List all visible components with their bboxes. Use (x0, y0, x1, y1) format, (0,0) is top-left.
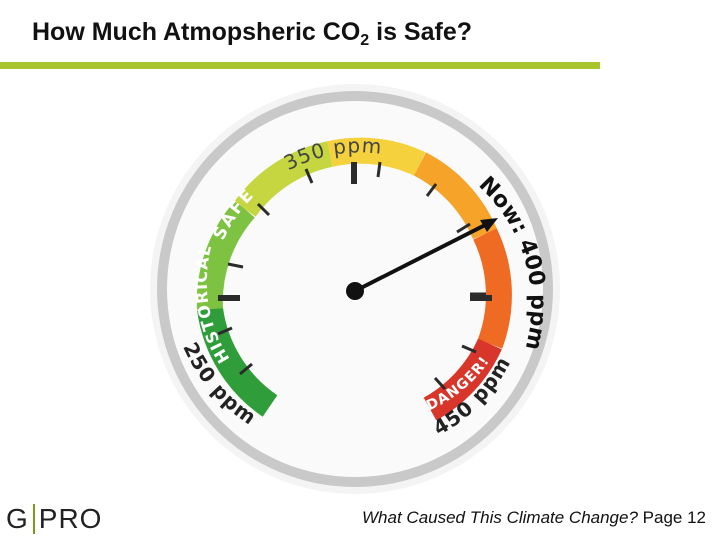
arc-darkorange (473, 228, 512, 349)
arc-red (423, 338, 502, 421)
dial-ticks (217, 161, 486, 391)
title-main: How Much Atmopsheric CO (32, 18, 361, 46)
title-subscript: 2 (360, 32, 370, 49)
arc-lightgreen (196, 200, 255, 310)
logo-divider (32, 504, 35, 534)
gpro-logo: G PRO (6, 503, 102, 535)
arc-green (197, 306, 278, 417)
footer-caption: What Caused This Climate Change? Page 12 (362, 508, 706, 528)
gauge-needle (354, 219, 494, 293)
arc-yellowgreen (234, 141, 333, 217)
footer-italic: What Caused This Climate Change? (362, 508, 638, 527)
title-end: is Safe? (369, 18, 472, 46)
title-underline (0, 62, 600, 69)
needle-arrowhead (480, 218, 498, 232)
dial-major-ticks (218, 162, 492, 301)
needle-pivot (346, 282, 364, 300)
slide-title: How Much Atmopsheric CO2 is Safe? (32, 18, 472, 50)
co2-gauge: 350 ppm SAFE HISTORICAL 250 ppm Now: 400… (150, 84, 560, 494)
page-number: Page 12 (637, 508, 706, 527)
logo-left: G (6, 503, 29, 534)
arc-yellow (327, 137, 426, 176)
logo-right: PRO (38, 503, 103, 534)
